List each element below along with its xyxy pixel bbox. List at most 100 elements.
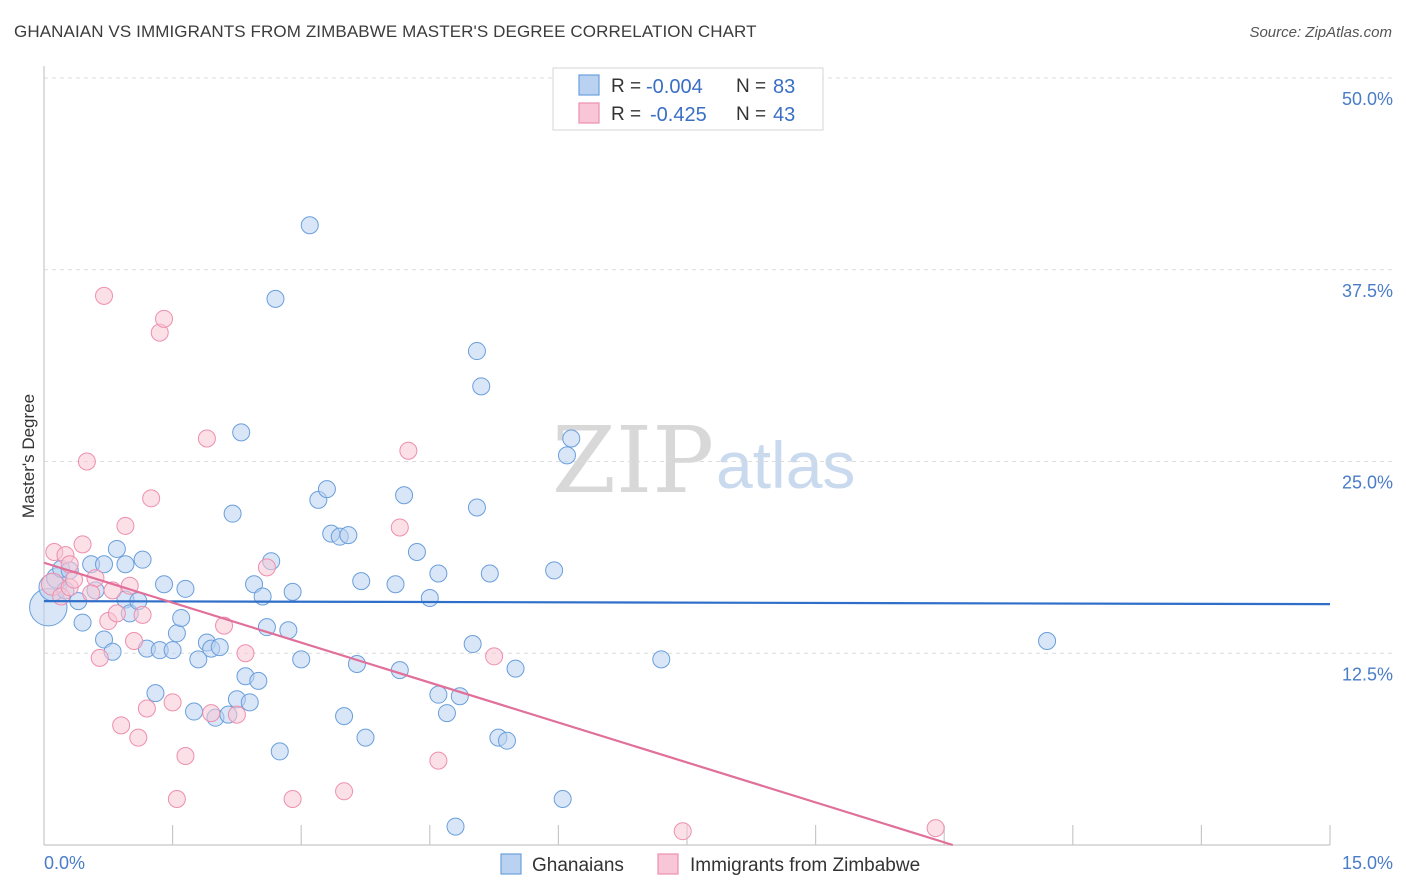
- zimbabwe-point: [176, 747, 195, 766]
- legend-r-label-2: R =: [611, 104, 641, 125]
- stats-legend: R = -0.004 N = 83 R = -0.425 N = 43: [552, 67, 824, 131]
- zimbabwe-point: [107, 604, 126, 623]
- ghanaian-point: [386, 575, 405, 594]
- ghanaian-point: [429, 685, 448, 704]
- ghanaian-point: [189, 650, 208, 669]
- trend-lines: [43, 561, 1331, 847]
- ghanaian-point: [167, 624, 186, 643]
- ghanaian-point: [652, 650, 671, 669]
- ghanaian-point: [210, 638, 229, 657]
- zimbabwe-point: [926, 819, 945, 838]
- legend-n-value-1: 83: [773, 76, 795, 98]
- ghanaian-point: [163, 641, 182, 660]
- ghanaian-point: [146, 684, 165, 703]
- ghanaian-point: [437, 704, 456, 723]
- zimbabwe-point: [197, 429, 216, 448]
- axes: 12.5% 25.0% 37.5% 50.0% 0.0% 15.0%: [43, 66, 1393, 873]
- ghanaian-point: [562, 429, 581, 448]
- zimbabwe-trend-line: [43, 561, 954, 847]
- legend-n-value-2: 43: [773, 104, 795, 126]
- ghanaian-point: [395, 486, 414, 505]
- zimbabwe-point: [90, 648, 109, 667]
- zimbabwe-point: [257, 558, 276, 577]
- ghanaian-point: [545, 561, 564, 580]
- source-label: Source: ZipAtlas.com: [1249, 24, 1392, 41]
- zimbabwe-point: [390, 518, 409, 537]
- ghanaian-point: [95, 630, 114, 649]
- zimbabwe-point: [116, 516, 135, 535]
- ghanaian-point: [266, 289, 285, 308]
- gridlines: [44, 77, 1392, 654]
- x-tick-label-max: 15.0%: [1342, 853, 1393, 873]
- watermark-atlas: atlas: [716, 428, 855, 502]
- ghanaian-point: [133, 550, 152, 569]
- zimbabwe-point: [142, 489, 161, 508]
- ghanaian-point: [232, 423, 251, 442]
- ghanaian-point: [497, 731, 516, 750]
- zimbabwe-point: [283, 789, 302, 808]
- bottom-legend-zimbabwe: Immigrants from Zimbabwe: [690, 855, 920, 876]
- ghanaian-point: [1038, 631, 1057, 650]
- data-points: [29, 216, 1057, 841]
- ghanaian-point: [73, 613, 92, 632]
- bottom-legend-swatch-ghanaians: [500, 853, 522, 875]
- legend-n-label-1: N =: [736, 76, 766, 97]
- ghanaian-point: [450, 687, 469, 706]
- ghanaian-point: [472, 377, 491, 396]
- y-tick-label: 12.5%: [1342, 664, 1393, 684]
- legend-n-label-2: N =: [736, 104, 766, 125]
- zimbabwe-point: [236, 644, 255, 663]
- ghanaian-point: [95, 555, 114, 574]
- legend-r-value-1: -0.004: [646, 76, 703, 98]
- ghanaian-point: [172, 608, 191, 627]
- zimbabwe-point: [137, 699, 156, 718]
- ghanaian-point: [249, 671, 268, 690]
- zimbabwe-point: [163, 693, 182, 712]
- legend-r-label-1: R =: [611, 76, 641, 97]
- ghanaian-point: [407, 543, 426, 562]
- y-tick-label: 37.5%: [1342, 281, 1393, 301]
- zimbabwe-point: [485, 647, 504, 666]
- ghanaian-point: [317, 480, 336, 499]
- zimbabwe-point: [335, 782, 354, 801]
- ghanaian-point: [467, 498, 486, 517]
- watermark-zip: ZIP: [552, 407, 714, 514]
- ghanaian-point: [116, 555, 135, 574]
- ghanaian-point: [463, 635, 482, 654]
- ghanaian-point: [300, 216, 319, 235]
- ghanaian-point: [339, 526, 358, 545]
- legend-swatch-zimbabwe: [578, 102, 600, 124]
- zimbabwe-point: [399, 441, 418, 460]
- ghanaian-point: [107, 539, 126, 558]
- ghanaian-point: [335, 707, 354, 726]
- zimbabwe-point: [125, 631, 144, 650]
- zimbabwe-point: [95, 286, 114, 305]
- zimbabwe-point: [77, 452, 96, 471]
- ghanaian-point: [352, 572, 371, 591]
- zimbabwe-point: [82, 584, 101, 603]
- zimbabwe-point: [73, 535, 92, 554]
- bottom-legend-ghanaians: Ghanaians: [532, 855, 624, 876]
- zimbabwe-point: [215, 616, 234, 635]
- legend-r-value-2: -0.425: [650, 104, 707, 126]
- ghanaian-point: [223, 504, 242, 523]
- zimbabwe-point: [673, 822, 692, 841]
- ghanaian-point: [446, 817, 465, 836]
- bottom-legend-swatch-zimbabwe: [657, 853, 679, 875]
- ghanaian-point: [429, 564, 448, 583]
- zimbabwe-point: [129, 728, 148, 747]
- ghanaian-point: [420, 589, 439, 608]
- ghanaian-point: [356, 728, 375, 747]
- zimbabwe-point: [227, 705, 246, 724]
- ghanaian-point: [467, 342, 486, 361]
- ghanaian-point: [283, 582, 302, 601]
- ghanaian-point: [506, 659, 525, 678]
- x-tick-label-min: 0.0%: [44, 853, 85, 873]
- ghanaian-point: [240, 693, 259, 712]
- legend-swatch-ghanaians: [578, 74, 600, 96]
- chart-title: GHANAIAN VS IMMIGRANTS FROM ZIMBABWE MAS…: [14, 22, 757, 41]
- ghanaian-point: [245, 575, 264, 594]
- ghanaian-point: [553, 789, 572, 808]
- ghanaian-trend-line: [43, 599, 1331, 606]
